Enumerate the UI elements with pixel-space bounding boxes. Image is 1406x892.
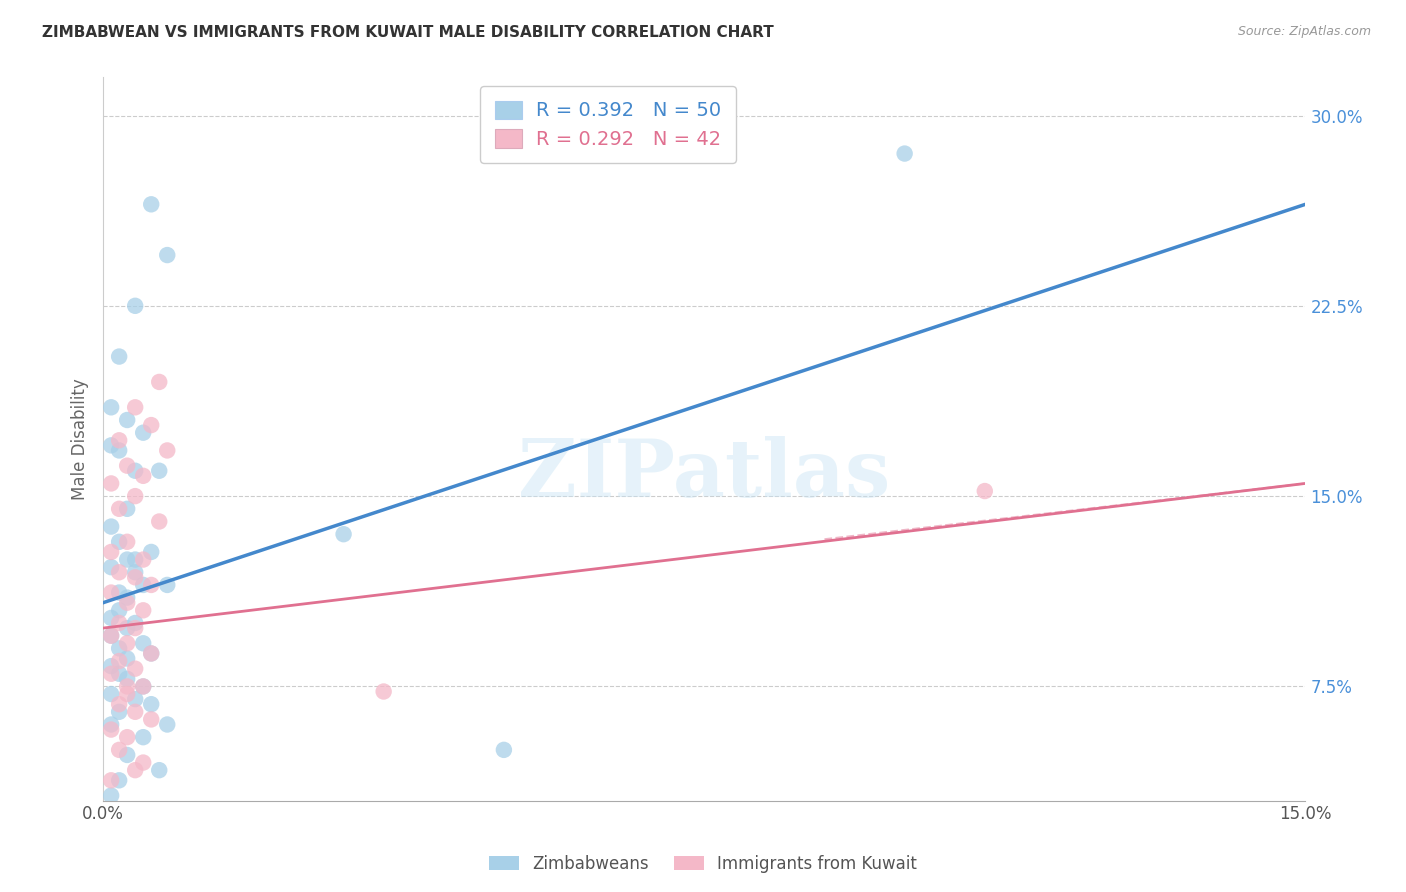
Point — [492, 743, 515, 757]
Point — [132, 603, 155, 617]
Point — [132, 680, 155, 694]
Point — [100, 611, 122, 625]
Point — [124, 763, 146, 777]
Point — [124, 621, 146, 635]
Point — [108, 350, 131, 364]
Point — [100, 629, 122, 643]
Point — [148, 763, 170, 777]
Y-axis label: Male Disability: Male Disability — [72, 378, 89, 500]
Point — [124, 299, 146, 313]
Point — [100, 476, 122, 491]
Point — [148, 515, 170, 529]
Point — [115, 680, 138, 694]
Point — [141, 647, 163, 661]
Point — [108, 501, 131, 516]
Point — [115, 552, 138, 566]
Point — [141, 578, 163, 592]
Point — [100, 585, 122, 599]
Point — [108, 603, 131, 617]
Point — [108, 666, 131, 681]
Point — [124, 662, 146, 676]
Point — [100, 659, 122, 673]
Point — [100, 560, 122, 574]
Point — [148, 464, 170, 478]
Point — [108, 443, 131, 458]
Point — [100, 519, 122, 533]
Legend: Zimbabweans, Immigrants from Kuwait: Zimbabweans, Immigrants from Kuwait — [482, 848, 924, 880]
Point — [108, 705, 131, 719]
Point — [100, 401, 122, 415]
Point — [115, 651, 138, 665]
Point — [115, 413, 138, 427]
Point — [332, 527, 354, 541]
Point — [124, 552, 146, 566]
Point — [132, 680, 155, 694]
Point — [100, 717, 122, 731]
Point — [124, 705, 146, 719]
Point — [115, 636, 138, 650]
Point — [132, 425, 155, 440]
Point — [115, 672, 138, 686]
Point — [141, 418, 163, 433]
Point — [132, 730, 155, 744]
Point — [100, 773, 122, 788]
Point — [108, 566, 131, 580]
Point — [132, 756, 155, 770]
Point — [141, 545, 163, 559]
Point — [141, 697, 163, 711]
Point — [108, 534, 131, 549]
Point — [100, 687, 122, 701]
Point — [115, 534, 138, 549]
Point — [115, 687, 138, 701]
Text: Source: ZipAtlas.com: Source: ZipAtlas.com — [1237, 25, 1371, 38]
Point — [141, 197, 163, 211]
Point — [124, 464, 146, 478]
Point — [100, 438, 122, 452]
Point — [156, 443, 179, 458]
Point — [115, 730, 138, 744]
Text: ZIPatlas: ZIPatlas — [519, 436, 890, 514]
Point — [893, 146, 915, 161]
Point — [115, 621, 138, 635]
Text: ZIMBABWEAN VS IMMIGRANTS FROM KUWAIT MALE DISABILITY CORRELATION CHART: ZIMBABWEAN VS IMMIGRANTS FROM KUWAIT MAL… — [42, 25, 773, 40]
Point — [141, 713, 163, 727]
Point — [108, 615, 131, 630]
Legend: R = 0.392   N = 50, R = 0.292   N = 42: R = 0.392 N = 50, R = 0.292 N = 42 — [481, 87, 735, 163]
Point — [132, 636, 155, 650]
Point — [124, 692, 146, 706]
Point — [100, 789, 122, 803]
Point — [141, 647, 163, 661]
Point — [108, 641, 131, 656]
Point — [115, 596, 138, 610]
Point — [108, 585, 131, 599]
Point — [156, 717, 179, 731]
Point — [156, 248, 179, 262]
Point — [115, 501, 138, 516]
Point — [100, 723, 122, 737]
Point — [132, 468, 155, 483]
Point — [124, 401, 146, 415]
Point — [108, 743, 131, 757]
Point — [973, 484, 995, 499]
Point — [124, 489, 146, 503]
Point — [132, 578, 155, 592]
Point — [373, 684, 395, 698]
Point — [132, 552, 155, 566]
Point — [124, 566, 146, 580]
Point — [124, 570, 146, 584]
Point — [115, 458, 138, 473]
Point — [108, 434, 131, 448]
Point — [108, 773, 131, 788]
Point — [115, 747, 138, 762]
Point — [115, 591, 138, 605]
Point — [100, 545, 122, 559]
Point — [100, 666, 122, 681]
Point — [124, 615, 146, 630]
Point — [156, 578, 179, 592]
Point — [108, 697, 131, 711]
Point — [100, 629, 122, 643]
Point — [148, 375, 170, 389]
Point — [108, 654, 131, 668]
